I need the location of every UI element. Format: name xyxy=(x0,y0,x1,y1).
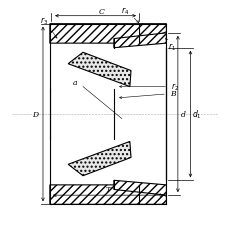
Polygon shape xyxy=(50,185,166,204)
Polygon shape xyxy=(50,25,166,44)
Text: D: D xyxy=(32,111,38,118)
Polygon shape xyxy=(68,142,131,176)
Text: T: T xyxy=(105,186,110,194)
Text: $r_3$: $r_3$ xyxy=(40,15,57,39)
Text: B: B xyxy=(119,90,175,99)
Text: a: a xyxy=(72,79,77,87)
Text: $r_4$: $r_4$ xyxy=(121,5,138,23)
Polygon shape xyxy=(113,34,166,49)
Text: $r_2$: $r_2$ xyxy=(119,82,178,93)
Polygon shape xyxy=(113,180,166,195)
Text: $d_1$: $d_1$ xyxy=(192,108,201,121)
Polygon shape xyxy=(68,53,131,87)
Text: $r_1$: $r_1$ xyxy=(165,39,175,53)
Text: d: d xyxy=(180,111,185,118)
Text: C: C xyxy=(98,8,104,16)
